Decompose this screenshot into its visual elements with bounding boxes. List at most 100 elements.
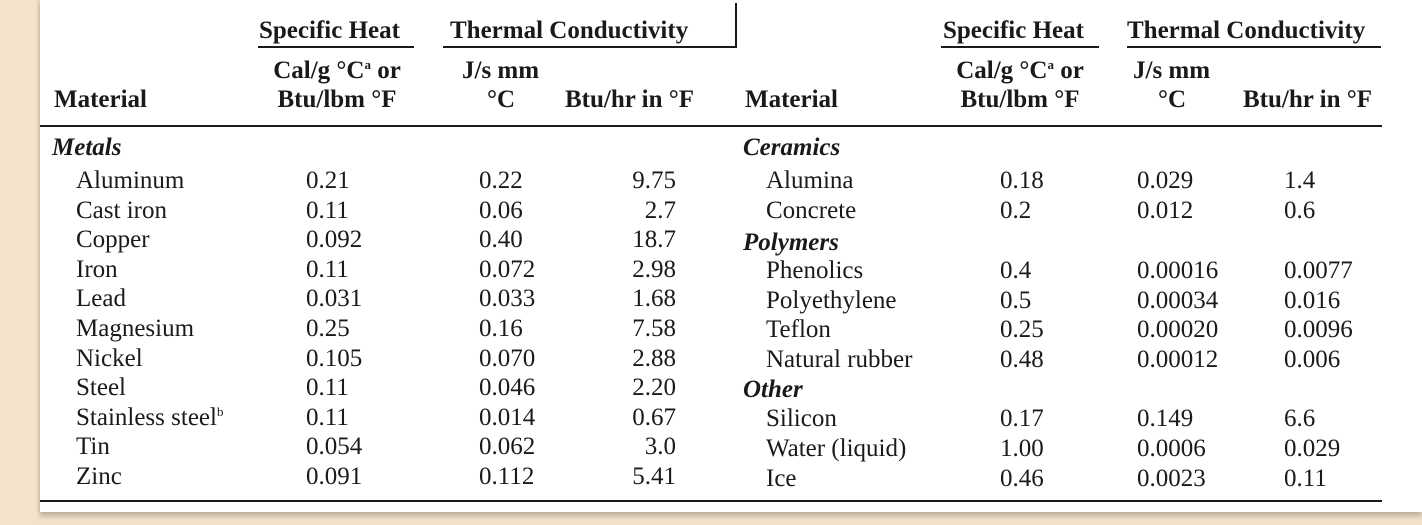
material-name: Tin [76,432,110,462]
header-specific-heat-right: Specific Heat [943,17,1084,44]
conductivity-js-value: 0.22 [479,167,523,194]
header-btu-right: Btu/hr in °F [1243,86,1373,113]
cal-or: or [1053,57,1084,84]
material-name-text: Steel [76,374,126,401]
conductivity-btu-value: 2.7 [644,197,676,224]
section-ceramics: Ceramics [743,134,841,161]
specific-heat-value: 0.48 [1000,346,1044,373]
footnote-marker: b [216,404,224,419]
material-name: Teflon [766,316,831,343]
specific-heat-value: 1.00 [1000,435,1044,462]
conductivity-btu-value: 0.0077 [1284,257,1353,284]
conductivity-btu-value: 0.11 [1284,465,1327,492]
conductivity-btu-value: 7.58 [632,315,676,342]
conductivity-js-value: 0.070 [479,345,536,372]
specific-heat-value: 0.11 [306,404,349,431]
conductivity-btu-value: 0.0096 [1284,316,1353,343]
specific-heat-value: 0.18 [1000,167,1044,194]
conductivity-btu-value: 2.20 [632,374,676,401]
header-thermal-conductivity-right: Thermal Conductivity [1127,17,1366,44]
specific-heat-value: 0.46 [1000,465,1044,492]
conductivity-btu-value: 0.029 [1284,435,1341,462]
conductivity-js-value: 0.06 [479,197,523,224]
conductivity-js-value: 0.062 [479,433,536,460]
section-other: Other [743,376,803,403]
conductivity-js-value: 0.112 [479,463,535,490]
material-name: Nickel [76,344,143,374]
group-underline-thermal-left [443,46,735,48]
conductivity-btu-value: 3.0 [644,433,676,460]
group-underline-thermal-right [1127,46,1381,48]
material-name-text: Cast iron [76,197,167,224]
conductivity-js-value: 0.40 [479,226,523,253]
material-name: Zinc [76,462,122,492]
header-cal-right: Cal/g °Ca or [935,57,1105,85]
conductivity-btu-value: 9.75 [632,167,676,194]
conductivity-btu-value: 6.6 [1284,405,1316,432]
material-name: Silicon [766,405,837,432]
header-cal-left: Cal/g °Ca or [252,57,422,85]
material-name: Iron [76,255,118,285]
conductivity-btu-value: 2.88 [632,345,676,372]
specific-heat-value: 0.105 [306,345,363,372]
conductivity-js-value: 0.16 [479,315,523,342]
material-name: Polyethylene [766,287,897,314]
material-name-text: Zinc [76,463,122,490]
material-name: Ice [766,465,797,492]
section-metals: Metals [52,134,122,161]
material-name-text: Magnesium [76,315,195,342]
conductivity-btu-value: 0.6 [1284,197,1316,224]
specific-heat-value: 0.25 [1000,316,1044,343]
conductivity-btu-value: 1.4 [1284,167,1316,194]
specific-heat-value: 0.11 [306,197,349,224]
material-name-text: Lead [76,285,126,312]
specific-heat-value: 0.031 [306,285,363,312]
conductivity-js-value: 0.00012 [1137,346,1219,373]
conductivity-btu-value: 1.68 [632,285,676,312]
specific-heat-value: 0.092 [306,226,363,253]
material-name: Lead [76,284,126,314]
header-btu-lbm-left: Btu/lbm °F [277,86,397,113]
material-name: Copper [76,225,150,255]
conductivity-js-value: 0.012 [1137,197,1194,224]
conductivity-btu-value: 5.41 [632,463,676,490]
header-btu-lbm-right: Btu/lbm °F [960,86,1080,113]
conductivity-js-value: 0.0023 [1137,465,1206,492]
specific-heat-value: 0.091 [306,463,363,490]
material-name: Concrete [766,197,857,224]
conductivity-btu-value: 0.006 [1284,346,1341,373]
header-specific-heat-left: Specific Heat [259,17,400,44]
specific-heat-value: 0.11 [306,374,349,401]
header-btu-left: Btu/hr in °F [565,86,695,113]
conductivity-js-value: 0.00016 [1137,257,1219,284]
header-material-left: Material [54,86,148,113]
cal-or: or [370,57,401,84]
material-name: Water (liquid) [766,435,907,462]
material-name: Magnesium [76,314,194,344]
material-name: Steel [76,373,126,403]
conductivity-js-value: 0.149 [1137,405,1194,432]
conductivity-js-value: 0.00034 [1137,287,1219,314]
header-js-right-2: °C [1158,86,1187,113]
table-sheet: Specific Heat Thermal Conductivity Mater… [40,0,1422,512]
conductivity-js-value: 0.029 [1137,167,1194,194]
header-js-right-1: J/s mm [1133,57,1211,84]
conductivity-js-value: 0.0006 [1137,435,1206,462]
material-name: Phenolics [766,257,864,284]
material-name: Cast iron [76,196,167,226]
material-name: Stainless steelb [76,403,223,433]
specific-heat-value: 0.11 [306,256,349,283]
conductivity-js-value: 0.072 [479,256,536,283]
cal-line1: Cal/g °C [273,57,365,84]
material-name-text: Tin [76,433,110,460]
conductivity-js-value: 0.00020 [1137,316,1219,343]
material-name: Natural rubber [766,346,913,373]
conductivity-btu-value: 0.67 [632,404,676,431]
conductivity-js-value: 0.014 [479,404,536,431]
conductivity-js-value: 0.046 [479,374,536,401]
conductivity-btu-value: 2.98 [632,256,676,283]
header-bottom-rule [40,125,1382,127]
material-name: Alumina [766,167,854,194]
header-js-left-2: °C [487,86,516,113]
section-polymers: Polymers [743,229,839,256]
